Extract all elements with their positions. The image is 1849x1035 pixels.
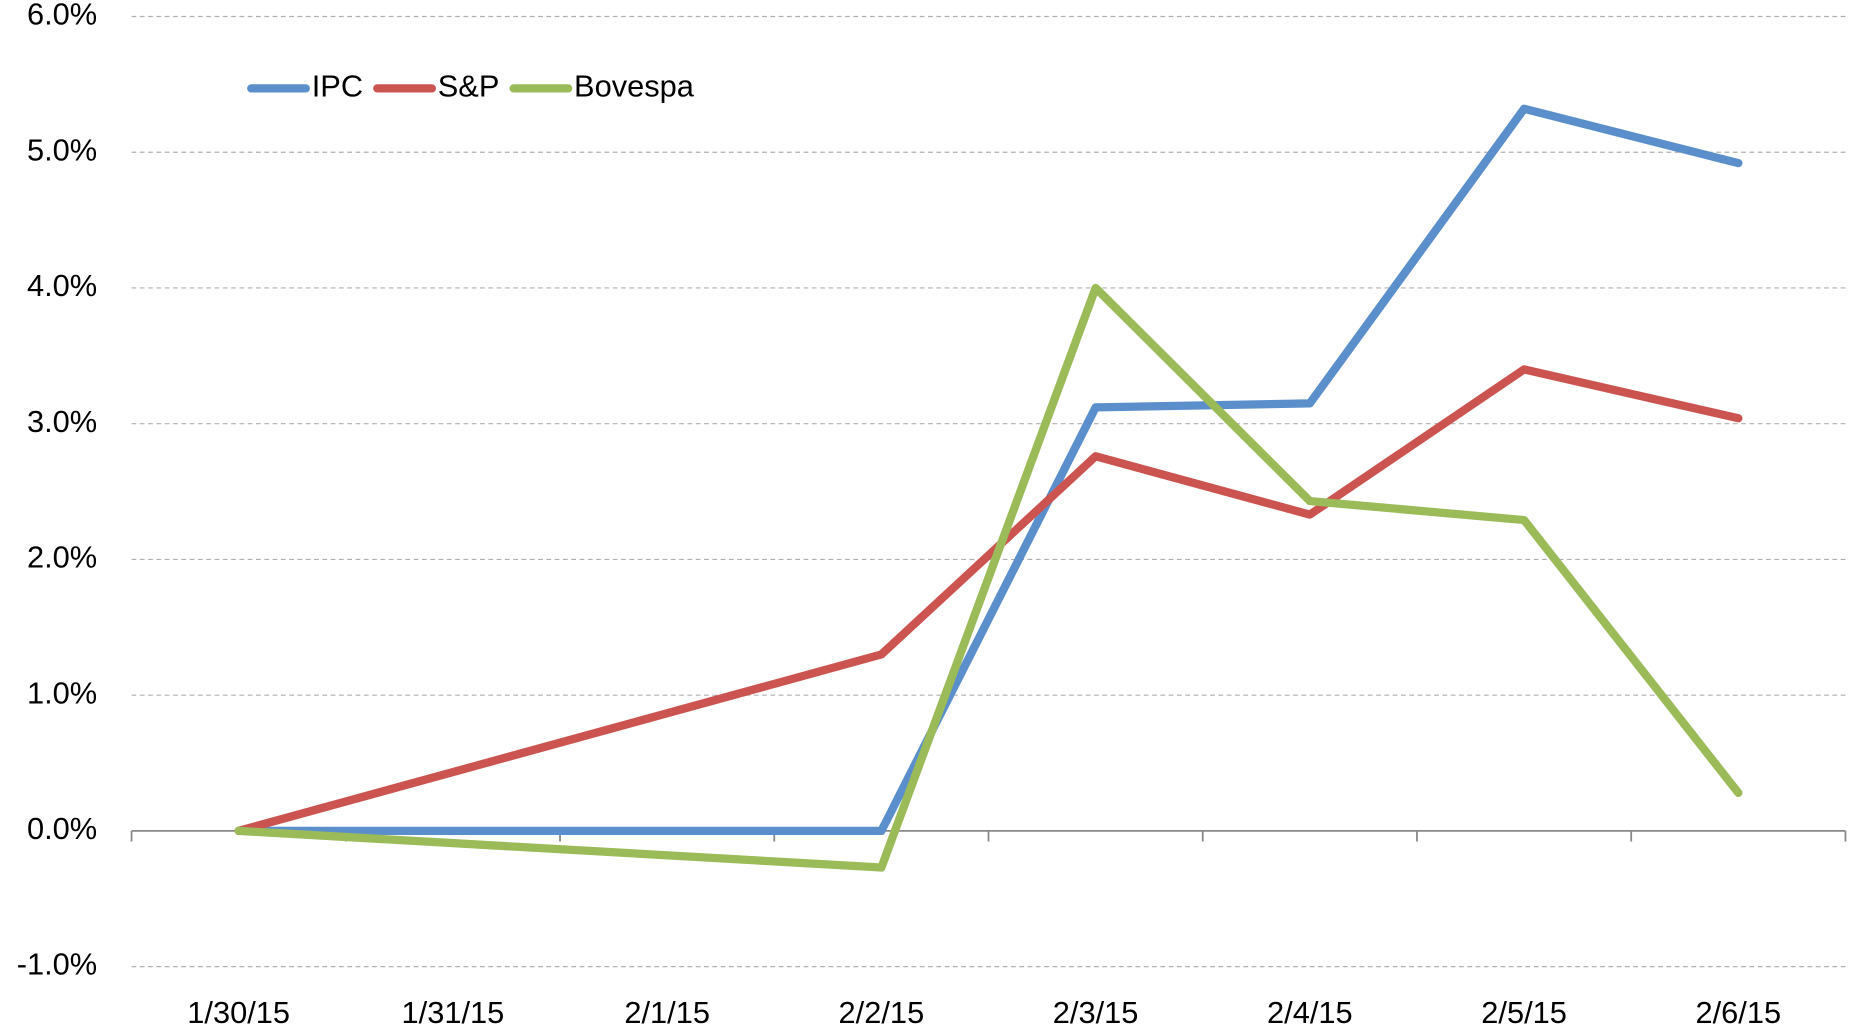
y-tick-label: 4.0% [27, 268, 97, 303]
series-line [234, 104, 1743, 836]
y-tick-label: 6.0% [27, 0, 97, 32]
x-tick-label: 1/30/15 [187, 995, 290, 1030]
y-tick-label: 0.0% [27, 811, 97, 846]
x-tick-label: 2/3/15 [1053, 995, 1139, 1030]
x-tick-label: 2/6/15 [1695, 995, 1781, 1030]
y-tick-label: 1.0% [27, 675, 97, 710]
legend-label: IPC [312, 69, 363, 104]
series-line [234, 283, 1743, 872]
x-tick-label: 2/1/15 [624, 995, 710, 1030]
y-tick-label: 2.0% [27, 540, 97, 575]
legend-label: Bovespa [574, 69, 695, 104]
x-tick-label: 2/4/15 [1267, 995, 1353, 1030]
x-tick-label: 2/2/15 [839, 995, 925, 1030]
y-tick-label: 3.0% [27, 404, 97, 439]
series-line [234, 365, 1743, 836]
x-tick-label: 1/31/15 [402, 995, 505, 1030]
y-tick-label: 5.0% [27, 132, 97, 167]
y-tick-label: -1.0% [17, 947, 97, 982]
x-tick-label: 2/5/15 [1481, 995, 1567, 1030]
legend-label: S&P [438, 69, 500, 104]
